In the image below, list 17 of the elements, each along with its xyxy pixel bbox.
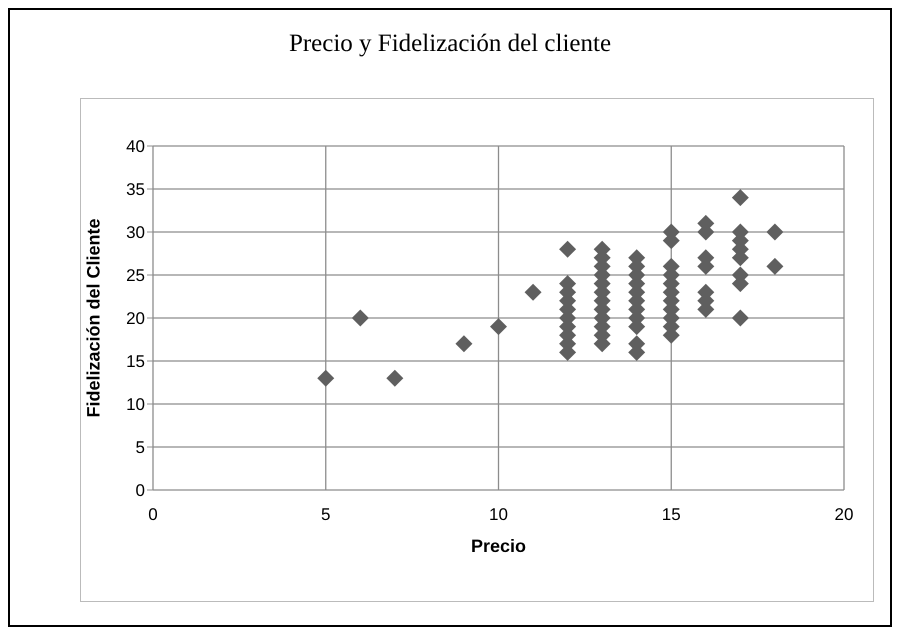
x-tick-label: 0	[148, 505, 158, 524]
y-tick-label: 0	[136, 481, 145, 500]
x-axis-title: Precio	[470, 536, 526, 556]
y-tick-label: 5	[136, 438, 145, 458]
y-tick-label: 10	[126, 395, 145, 414]
x-tick-label: 5	[321, 505, 330, 524]
chart-title: Precio y Fidelización del cliente	[288, 30, 612, 58]
y-tick-label: 25	[126, 266, 145, 286]
y-tick-label: 40	[126, 137, 145, 156]
y-tick-label: 20	[126, 309, 145, 328]
y-tick-label: 30	[126, 223, 145, 242]
y-tick-label: 35	[126, 180, 145, 200]
y-axis-title: Fidelización del Cliente	[83, 218, 104, 418]
x-tick-label: 10	[489, 505, 508, 524]
x-tick-label: 20	[834, 505, 854, 524]
y-tick-label: 15	[126, 352, 145, 372]
x-tick-label: 15	[662, 505, 681, 524]
